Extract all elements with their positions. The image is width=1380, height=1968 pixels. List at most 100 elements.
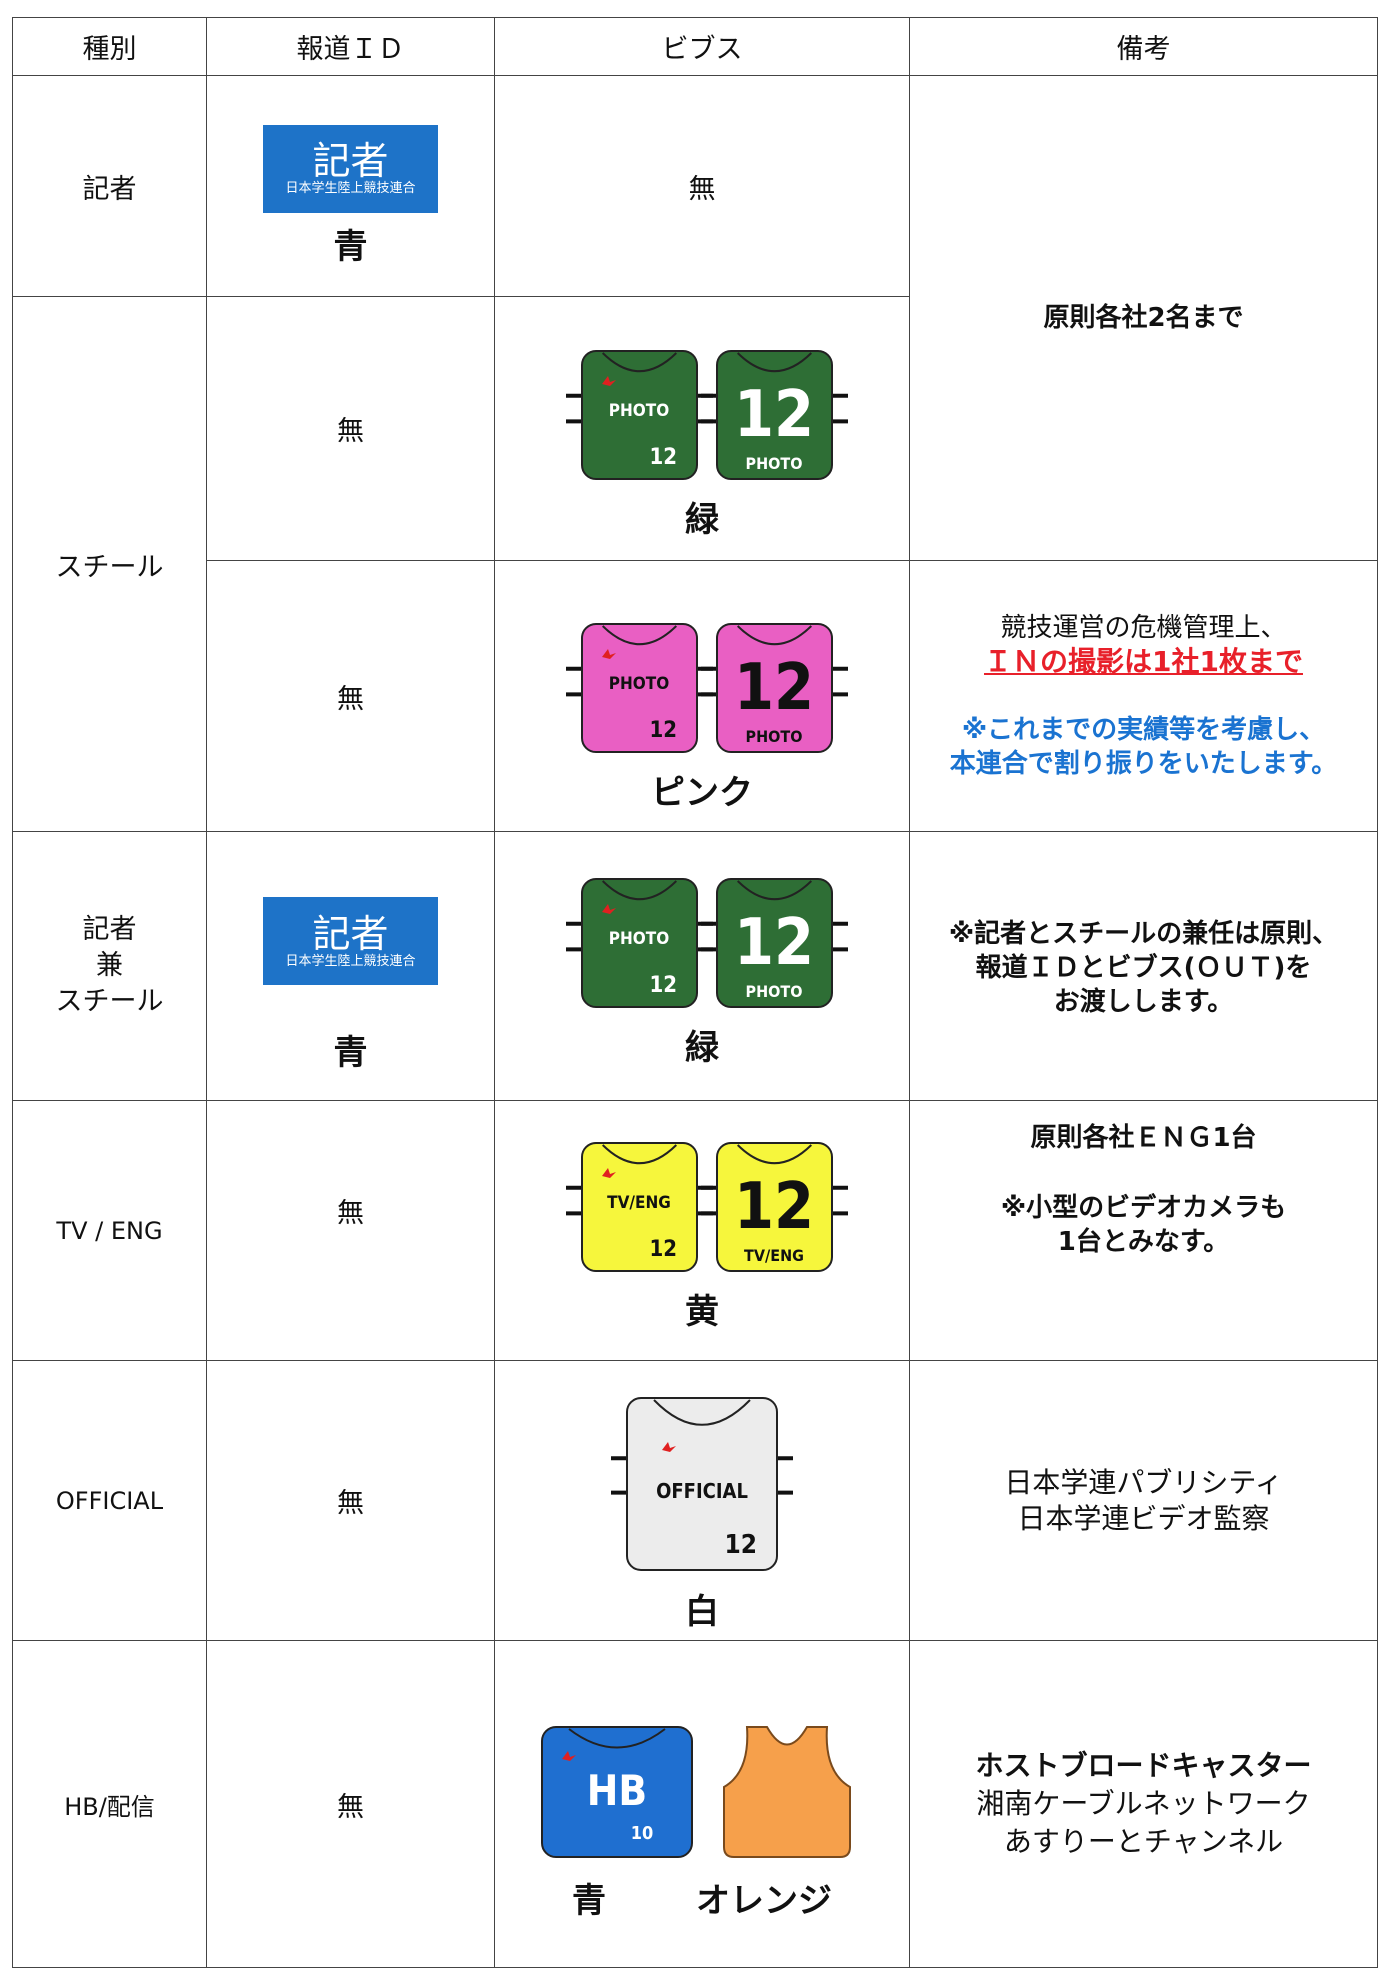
vest <box>716 1142 833 1272</box>
type: スチール <box>55 551 164 583</box>
logo <box>562 1750 576 1761</box>
bib-front-text: HB <box>587 1766 647 1815</box>
logo <box>602 1168 616 1178</box>
bib-illustration: TV/ENG 12 12 TV/ENG <box>566 1142 848 1272</box>
note-cell: 競技運営の危機管理上、 ＩＮの撮影は1社1枚まで ※これまでの実績等を考慮し、 … <box>909 560 1378 832</box>
color-labels: 緑 <box>685 486 719 541</box>
id-cell: 記者 日本学生陸上競技連合 青 <box>206 831 495 1101</box>
note-cell: ホストブロードキャスター 湘南ケーブルネットワーク あすりーとチャンネル <box>909 1640 1378 1968</box>
note: 原則各社2名まで <box>1043 303 1244 333</box>
bib-back-text: TV/ENG <box>744 1246 804 1265</box>
bib-front-text: OFFICIAL <box>656 1479 748 1503</box>
bib-cell: PHOTO 12 12 PHOTO 緑 <box>494 831 910 1101</box>
note: 報道ＩＤとビブス(ＯＵＴ)を <box>975 953 1312 983</box>
bib-front-text: PHOTO <box>609 674 669 694</box>
color-label: 青 <box>572 1880 606 1921</box>
bib-cell: OFFICIAL 12 白 <box>494 1360 910 1641</box>
note: 日本学連ビデオ監察 <box>1017 1501 1270 1535</box>
note: 本連合で割り振りをいたします。 <box>949 749 1338 779</box>
note: 湘南ケーブルネットワーク <box>976 1787 1311 1820</box>
note-cell: 日本学連パブリシティ 日本学連ビデオ監察 <box>909 1360 1378 1641</box>
logo <box>602 648 616 659</box>
bib-illustration: PHOTO 12 12 PHOTO <box>566 622 848 753</box>
vest <box>716 350 833 480</box>
bib-illustration: PHOTO 12 12 PHOTO <box>566 877 848 1008</box>
header: 備考 <box>1116 34 1171 65</box>
bib-cell: 無 <box>494 75 910 297</box>
type-cell: スチール <box>12 296 207 832</box>
color-label: ピンク <box>651 772 753 813</box>
note: あすりーとチャンネル <box>1003 1825 1284 1858</box>
note: ※小型のビデオカメラも <box>1000 1193 1287 1223</box>
note: ※これまでの実績等を考慮し、 <box>961 715 1326 745</box>
note: 日本学連パブリシティ <box>1004 1465 1283 1499</box>
id-card: 記者 日本学生陸上競技連合 <box>263 124 438 213</box>
bib-number: 12 <box>649 973 677 998</box>
note: お渡しします。 <box>1053 987 1234 1017</box>
id: 無 <box>337 1791 364 1823</box>
logo <box>602 903 616 914</box>
color-label: オレンジ <box>696 1880 832 1921</box>
header-cell: ビブス <box>494 17 910 76</box>
vest <box>716 877 833 1008</box>
id-cell: 記者 日本学生陸上競技連合 青 <box>206 75 495 297</box>
header: 報道ＩＤ <box>296 34 405 65</box>
vest-neck <box>568 1727 666 1748</box>
bib-back-number: 12 <box>734 378 814 452</box>
color-label: 白 <box>685 1592 719 1632</box>
bib-illustration: OFFICIAL 12 <box>611 1397 793 1571</box>
vest <box>626 1397 778 1571</box>
type-cell: 記者 <box>12 75 207 297</box>
color-label: 青 <box>333 1033 368 1073</box>
header-cell: 種別 <box>12 17 207 76</box>
vest-neck <box>653 1399 751 1426</box>
color-label: 緑 <box>685 1027 719 1068</box>
note-cell: ※記者とスチールの兼任は原則、 報道ＩＤとビブス(ＯＵＴ)を お渡しします。 <box>909 831 1378 1101</box>
card-org: 日本学生陸上競技連合 <box>285 181 416 196</box>
bib-back-text: PHOTO <box>746 982 803 1001</box>
id-cell: 無 <box>206 1100 495 1361</box>
color-labels: 緑 <box>685 1014 719 1069</box>
header: 種別 <box>82 34 137 65</box>
id: 無 <box>337 1488 364 1519</box>
vest-neck <box>601 1144 678 1165</box>
color-labels: 白 <box>685 1578 719 1633</box>
bib-cell: PHOTO 12 12 PHOTO ピンク <box>494 560 910 832</box>
vest <box>716 622 833 753</box>
bibs: 無 <box>688 173 716 205</box>
type: HB/配信 <box>64 1792 155 1821</box>
card-org: 日本学生陸上競技連合 <box>285 953 416 969</box>
type-cell: TV / ENG <box>12 1100 207 1361</box>
bib-back-number: 12 <box>734 906 814 980</box>
color-labels: 青 オレンジ <box>572 1867 832 1922</box>
type: 記者 <box>82 173 137 205</box>
card-title: 記者 <box>312 911 389 956</box>
id-cell: 無 <box>206 1360 495 1641</box>
bib-cell: PHOTO 12 12 PHOTO 緑 <box>494 296 910 561</box>
vest-neck <box>736 1144 813 1165</box>
bib-back-number: 12 <box>734 651 814 725</box>
header-cell: 報道ＩＤ <box>206 17 495 76</box>
logo <box>662 1442 676 1452</box>
bib-illustration: PHOTO 12 12 PHOTO <box>566 350 848 480</box>
bib-back-text: PHOTO <box>746 454 803 473</box>
vest-neck <box>736 879 813 900</box>
id-cell: 無 <box>206 1640 495 1968</box>
id-card: 記者 日本学生陸上競技連合 <box>263 897 438 985</box>
bib-back-number: 12 <box>734 1170 814 1244</box>
bib-cell: TV/ENG 12 12 TV/ENG 黄 <box>494 1100 910 1361</box>
bib-number: 12 <box>649 718 677 743</box>
color-labels: ピンク <box>651 759 753 814</box>
note-cell: 原則各社ＥＮＧ1台 ※小型のビデオカメラも 1台とみなす。 <box>909 1100 1378 1361</box>
vest <box>541 1725 693 1858</box>
header: ビブス <box>661 34 743 65</box>
note: ＩＮの撮影は1社1枚まで <box>984 645 1303 678</box>
note: 競技運営の危機管理上、 <box>1000 613 1287 643</box>
bib-front-text: PHOTO <box>609 929 669 949</box>
card-title: 記者 <box>312 139 389 183</box>
bib-front-text: PHOTO <box>609 401 669 421</box>
color-labels: 黄 <box>685 1278 719 1333</box>
id: 無 <box>337 416 364 447</box>
note: 原則各社ＥＮＧ1台 <box>1030 1123 1257 1153</box>
